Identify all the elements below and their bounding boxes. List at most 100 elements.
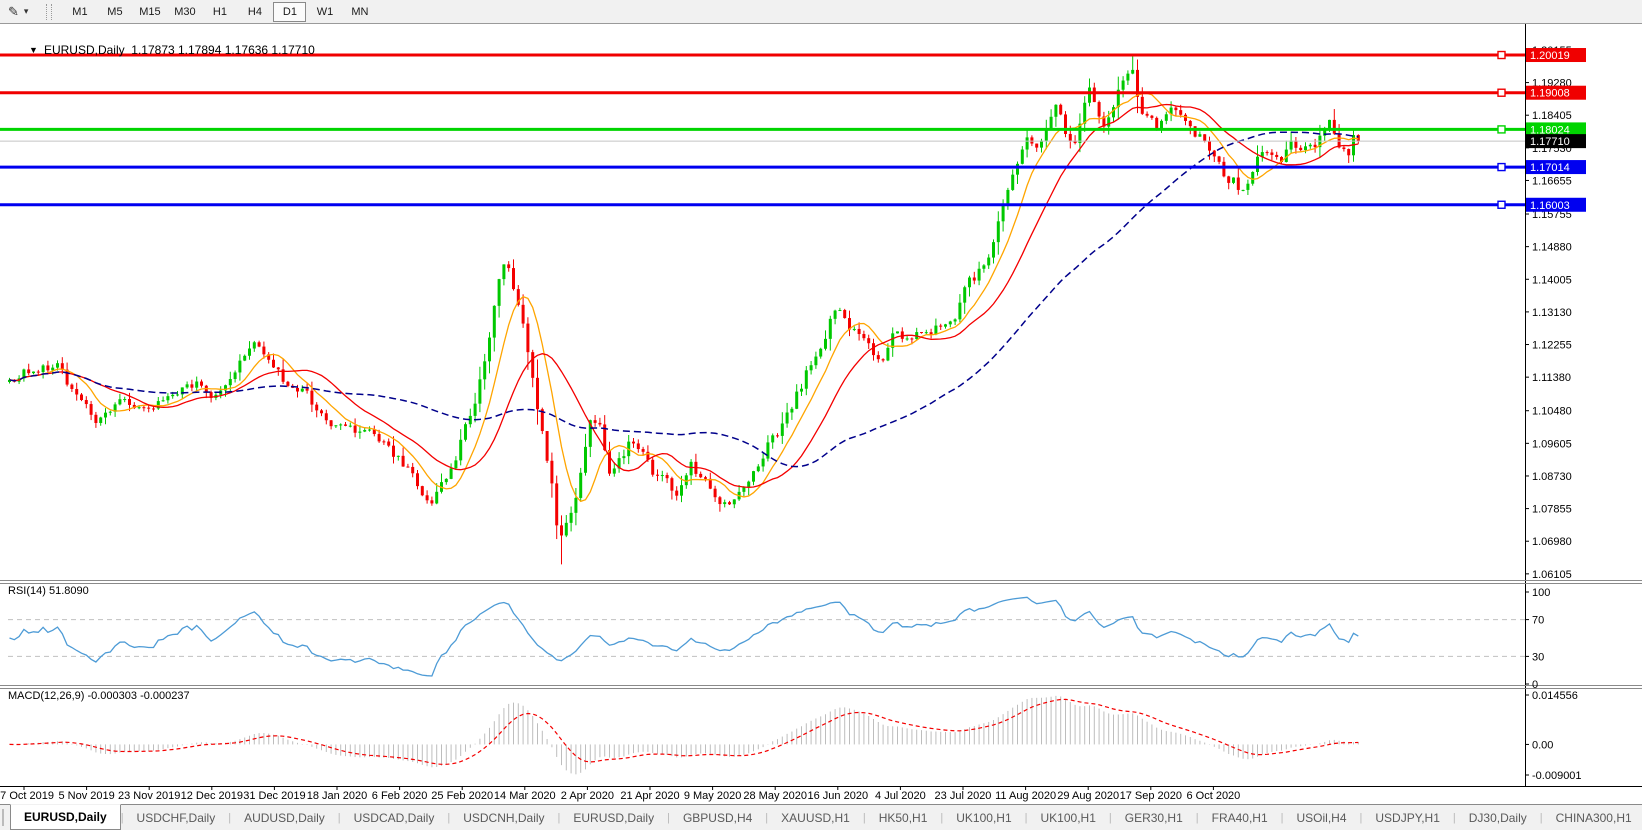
tab-separator: | <box>765 811 769 824</box>
ma-slow-line <box>9 131 1359 468</box>
tab-hk50-h1-8[interactable]: HK50,H1 <box>878 810 928 825</box>
tab-separator: | <box>228 811 232 824</box>
tab-gbpusd-h4-6[interactable]: GBPUSD,H4 <box>682 810 753 825</box>
rsi-tick-label: 30 <box>1532 651 1544 663</box>
tab-separator: | <box>940 811 944 824</box>
timeframe-button-m1[interactable]: M1 <box>72 5 88 18</box>
macd-signal-line <box>9 698 1359 765</box>
chart-title-symbol: EURUSD,Daily <box>43 43 125 57</box>
timeframe-button-h1[interactable]: H1 <box>212 5 227 18</box>
level-line-handle <box>1497 200 1506 209</box>
date-tick-label: 14 Mar 2020 <box>494 790 556 802</box>
tabbar-grip[interactable] <box>2 809 4 826</box>
date-tick-label: 29 Aug 2020 <box>1057 790 1119 802</box>
macd-label: MACD(12,26,9) -0.000303 -0.000237 <box>8 690 190 702</box>
tab-usoil-h4-13[interactable]: USOil,H4 <box>1296 810 1347 825</box>
tab-usdcad-daily-3[interactable]: USDCAD,Daily <box>353 810 435 825</box>
timeframe-button-mn[interactable]: MN <box>351 5 369 18</box>
price-flags: 1.20019 1.19008 1.18024 1.17014 1.16003 1.177… <box>1526 48 1586 212</box>
tab-separator: | <box>1195 811 1199 824</box>
tab-separator: | <box>557 811 561 824</box>
level-line-handle <box>1497 50 1506 60</box>
horizontal-level-lines <box>0 50 1525 209</box>
price-flag <box>1526 48 1586 63</box>
price-flag-label: 1.19008 <box>1530 88 1570 100</box>
tab-separator: | <box>447 811 451 824</box>
pencil-draw-tool-icon[interactable]: ✎ <box>8 4 19 19</box>
tab-separator: | <box>1359 811 1363 824</box>
tab-separator: | <box>667 811 670 824</box>
tab-eurusd-daily-0[interactable]: EURUSD,Daily <box>10 804 121 830</box>
tab-usdchf-daily-1[interactable]: USDCHF,Daily <box>136 810 216 825</box>
chart-tab-bar: EURUSD,Daily | USDCHF,Daily | AUDUSD,Daily | U… <box>0 804 1642 830</box>
price-tick-label: 1.10480 <box>1532 406 1572 418</box>
timeframe-button-h4[interactable]: H4 <box>247 5 262 18</box>
rsi-tick-label: 0 <box>1532 679 1538 691</box>
timeframe-buttons: M1 M5 M15 M30 H1 H4 D1 W1 MN <box>62 0 377 23</box>
date-tick-label: 5 Nov 2019 <box>58 790 114 802</box>
timeframe-button-m5[interactable]: M5 <box>107 5 123 18</box>
date-tick-label: 16 Jun 2020 <box>808 790 869 802</box>
toolbar-grip[interactable] <box>46 3 53 20</box>
date-tick-label: 23 Nov 2019 <box>118 790 180 802</box>
date-tick-label: 2 Apr 2020 <box>561 790 614 802</box>
date-tick-label: 9 May 2020 <box>684 790 741 802</box>
timeframe-button-d1[interactable]: D1 <box>273 1 307 22</box>
timeframe-button-m15[interactable]: M15 <box>139 5 161 18</box>
macd-tick-label: -0.009001 <box>1532 770 1582 782</box>
price-tick-label: 1.15755 <box>1532 209 1572 221</box>
date-tick-label: 4 Jul 2020 <box>875 790 926 802</box>
rsi-label: RSI(14) 51.8090 <box>8 585 89 597</box>
tab-eurusd-daily-5[interactable]: EURUSD,Daily <box>573 810 655 825</box>
tab-china300-h1-16[interactable]: CHINA300,H1 <box>1555 810 1632 825</box>
price-flag <box>1526 134 1586 149</box>
tab-separator: | <box>1539 811 1543 824</box>
dropdown-caret-icon[interactable]: ▾ <box>23 6 29 16</box>
price-tick-label: 1.08730 <box>1532 471 1572 483</box>
rsi-tick-label: 70 <box>1532 615 1544 627</box>
tab-ger30-h1-11[interactable]: GER30,H1 <box>1124 810 1183 825</box>
price-flag-label: 1.20019 <box>1530 50 1570 62</box>
chart-title-ohlc: 1.17873 1.17894 1.17636 1.17710 <box>124 43 315 57</box>
tab-separator: | <box>1024 811 1028 824</box>
tab-separator: | <box>862 811 866 824</box>
price-tick-label: 1.06980 <box>1532 536 1572 548</box>
tab-usdcnh-daily-4[interactable]: USDCNH,Daily <box>463 810 545 825</box>
price-tick-label: 1.14880 <box>1532 242 1572 254</box>
price-flag <box>1526 197 1586 212</box>
tab-separator: | <box>1452 811 1456 824</box>
date-tick-label: 23 Jul 2020 <box>935 790 992 802</box>
chart-canvas[interactable]: 1.201551.192801.184051.175301.166551.157… <box>0 24 1642 804</box>
chart-window: 1.201551.192801.184051.175301.166551.157… <box>0 24 1642 804</box>
timeframe-button-w1[interactable]: W1 <box>316 5 334 18</box>
level-line-handle <box>1497 88 1506 97</box>
tab-audusd-daily-2[interactable]: AUDUSD,Daily <box>244 810 325 825</box>
rsi-panel: 100 70 30 0 <box>8 587 1550 691</box>
date-tick-label: 17 Oct 2019 <box>0 790 54 802</box>
ma-fast-line <box>9 92 1359 503</box>
tab-fra40-h1-12[interactable]: FRA40,H1 <box>1211 810 1268 825</box>
tab-separator: | <box>337 811 341 824</box>
date-tick-label: 21 Apr 2020 <box>620 790 679 802</box>
axes: 1.201551.192801.184051.175301.166551.157… <box>0 24 1642 802</box>
price-flag <box>1526 160 1586 175</box>
tab-usdjpy-h1-14[interactable]: USDJPY,H1 <box>1375 810 1440 825</box>
date-tick-label: 17 Sep 2020 <box>1120 790 1182 802</box>
date-tick-label: 6 Feb 2020 <box>372 790 428 802</box>
chart-menu-icon[interactable]: ▼ <box>29 45 38 55</box>
macd-tick-label: 0.00 <box>1532 739 1553 751</box>
draw-tool-group[interactable]: ✎ ▾ <box>0 5 32 18</box>
rsi-line <box>9 596 1359 677</box>
price-tick-label: 1.12255 <box>1532 340 1572 352</box>
tab-dj30-daily-15[interactable]: DJ30,Daily <box>1468 810 1527 825</box>
tab-uk100-h1-9[interactable]: UK100,H1 <box>956 810 1012 825</box>
timeframe-button-m30[interactable]: M30 <box>174 5 196 18</box>
macd-panel: 0.014556 0.00 -0.009001 <box>9 690 1582 782</box>
tab-xauusd-h1-7[interactable]: XAUUSD,H1 <box>781 810 850 825</box>
date-tick-label: 31 Dec 2019 <box>243 790 305 802</box>
level-line-handle <box>1497 125 1506 134</box>
tab-separator: | <box>1108 811 1112 824</box>
tab-uk100-h1-10[interactable]: UK100,H1 <box>1040 810 1096 825</box>
candlestick-series <box>8 55 1360 565</box>
price-tick-label: 1.07855 <box>1532 504 1572 516</box>
